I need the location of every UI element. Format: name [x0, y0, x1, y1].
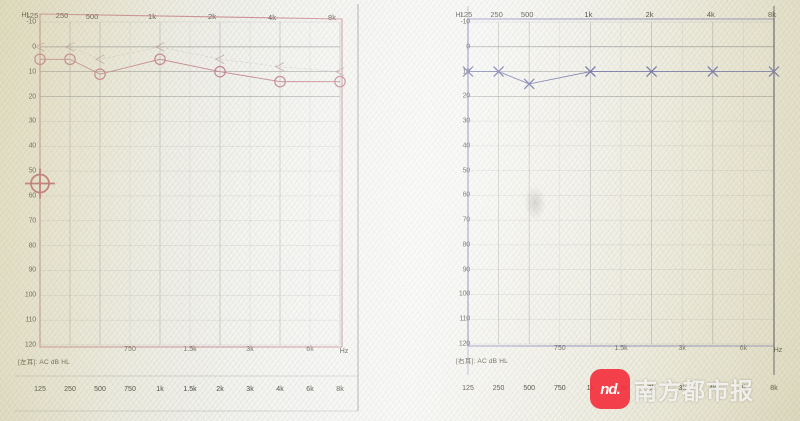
left-strip-tick: 6k: [306, 386, 314, 393]
left-y-axis-labels: -10 0 10 20 30 40 50 60 70 80 90 100 110 120: [16, 0, 38, 421]
left-top-tick: 125: [25, 11, 39, 20]
right-y-tick: 40: [462, 142, 471, 150]
right-y-tick: 90: [462, 266, 471, 274]
right-corner-labels: HL Hz: [440, 0, 800, 421]
right-bottom-tick: 6k: [739, 345, 748, 352]
left-y-tick: 60: [28, 192, 37, 200]
right-y-tick: -10: [460, 18, 470, 26]
left-strip-tick: 1.5k: [183, 386, 197, 393]
right-y-tick: 100: [458, 290, 470, 298]
right-strip-tick: 125: [462, 385, 474, 392]
left-y-tick: 120: [24, 341, 36, 349]
left-top-tick: 250: [55, 11, 69, 21]
left-y-tick: 50: [28, 167, 37, 175]
left-bottom-frequency-labels: 750 1.5k 3k 6k: [0, 346, 380, 358]
left-strip-tick: 250: [64, 386, 76, 393]
right-hz-corner-label: Hz: [773, 347, 783, 354]
right-y-tick: 110: [459, 315, 470, 323]
left-y-tick: 70: [28, 217, 37, 225]
left-hz-corner-label: Hz: [339, 348, 349, 355]
left-plot: [14, 4, 359, 412]
left-frequency-strip: 125 250 500 750 1k 1.5k 2k 3k 4k 6k 8k: [0, 386, 380, 398]
right-y-tick: 50: [462, 167, 471, 175]
left-hl-corner-label: HL: [21, 12, 31, 19]
left-y-tick: 20: [28, 93, 37, 101]
left-y-tick: 30: [28, 117, 37, 125]
left-bottom-tick: 6k: [306, 346, 314, 353]
watermark: nd. 南方都市报: [590, 369, 754, 409]
right-strip-tick: 6k: [739, 385, 748, 392]
left-corner-labels: HL Hz: [0, 0, 380, 421]
right-bottom-tick: 3k: [678, 345, 686, 352]
right-strip-tick: 8k: [770, 385, 778, 392]
left-audiogram-panel: -10 0 10 20 30 40 50 60 70 80 90 100 110 120 125 250 50…: [0, 0, 380, 421]
right-hl-corner-label: HL: [455, 12, 465, 19]
left-strip-tick: 8k: [336, 386, 344, 393]
right-y-tick: 10: [462, 68, 471, 76]
left-y-tick: 10: [28, 68, 37, 76]
right-strip-tick: 250: [492, 385, 505, 392]
left-strip-tick: 500: [94, 386, 106, 393]
right-top-tick: 8k: [768, 10, 776, 19]
left-y-tick: 110: [25, 316, 36, 324]
left-y-tick: 100: [24, 291, 36, 299]
left-strip-tick: 4k: [276, 386, 284, 393]
left-y-tick: 90: [28, 266, 37, 274]
right-top-tick: 500: [520, 10, 534, 19]
right-y-tick: 80: [462, 241, 471, 249]
right-strip-tick: 750: [553, 385, 566, 392]
right-y-tick: 70: [462, 216, 471, 224]
right-top-tick: 4k: [706, 10, 715, 19]
left-y-tick: 80: [28, 242, 37, 250]
left-y-tick: 40: [28, 142, 37, 150]
right-top-tick: 125: [459, 10, 473, 19]
right-top-tick: 1k: [584, 10, 593, 19]
right-y-tick: 60: [462, 191, 471, 199]
right-y-tick: 20: [462, 92, 471, 100]
left-top-tick: 4k: [268, 12, 276, 22]
watermark-badge: nd.: [590, 369, 630, 409]
right-bottom-frequency-labels: 750 1.5k 3k 6k: [440, 345, 800, 357]
right-top-tick: 250: [490, 10, 503, 19]
right-y-tick: 120: [458, 340, 470, 348]
left-bottom-tick: 3k: [246, 346, 254, 353]
left-ear-note: [左耳]: AC dB HL: [18, 359, 70, 366]
watermark-publisher: 南方都市报: [634, 379, 754, 405]
left-strip-tick: 750: [124, 386, 136, 393]
right-bottom-tick: 1.5k: [614, 345, 628, 352]
left-bottom-tick: 1.5k: [183, 346, 197, 353]
left-y-tick: 0: [32, 43, 36, 51]
right-strip-tick: 4k: [709, 385, 717, 392]
left-strip-tick: 3k: [246, 386, 254, 393]
right-top-tick: 2k: [645, 10, 654, 19]
right-top-frequency-labels: 125 250 500 1k 2k 4k 8k: [440, 10, 800, 22]
right-y-tick: 30: [462, 117, 471, 125]
left-bottom-tick: 750: [124, 346, 136, 353]
left-strip-tick: 1k: [156, 386, 164, 393]
right-strip-tick: 3k: [678, 385, 686, 392]
right-strip-tick: 2k: [647, 385, 656, 392]
right-plot: [462, 6, 780, 375]
left-strip-tick: 125: [34, 386, 46, 393]
left-top-tick: 500: [85, 11, 99, 21]
left-y-tick: -10: [26, 18, 36, 26]
right-ear-note: [右耳]: AC dB HL: [456, 358, 508, 365]
right-strip-tick: 500: [523, 385, 536, 392]
right-bottom-tick: 750: [553, 345, 566, 352]
left-strip-tick: 2k: [216, 386, 224, 393]
left-top-tick: 8k: [328, 12, 336, 22]
paper-smudge: [524, 186, 546, 220]
